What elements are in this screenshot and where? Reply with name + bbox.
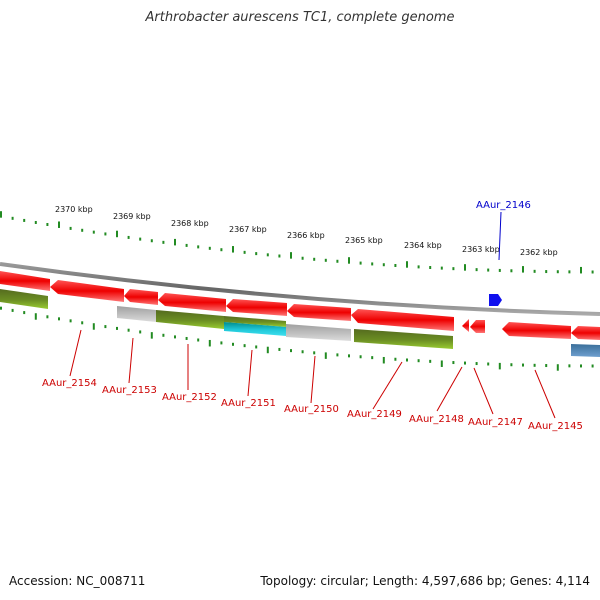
outer-scale-ticks xyxy=(0,211,594,274)
inner-scale-ticks xyxy=(0,306,594,371)
gene-aaur-2153-arrow[interactable] xyxy=(50,280,124,302)
scale-label: 2370 kbp xyxy=(55,205,93,214)
gene-label-aaur-2152[interactable]: AAur_2152 xyxy=(162,392,217,403)
leader-aaur-2150 xyxy=(310,355,316,404)
gene-aaur-2148-arrow[interactable] xyxy=(351,309,454,331)
scale-label: 2362 kbp xyxy=(520,248,558,257)
map-title: Arthrobacter aurescens TC1, complete gen… xyxy=(145,10,455,25)
gene-aaur-2149-arrow[interactable] xyxy=(287,304,351,321)
scale-label: 2369 kbp xyxy=(113,212,151,221)
feature-steel-2145[interactable] xyxy=(571,344,600,357)
gene-label-aaur-2146[interactable]: AAur_2146 xyxy=(476,200,531,211)
gene-label-aaur-2150[interactable]: AAur_2150 xyxy=(284,404,339,415)
scale-label: 2368 kbp xyxy=(171,219,209,228)
gene-label-aaur-2149[interactable]: AAur_2149 xyxy=(347,409,402,420)
gene-aaur-2154-arrow[interactable] xyxy=(0,271,50,291)
feature-grey-2153[interactable] xyxy=(117,306,156,322)
genome-summary-text: Topology: circular; Length: 4,597,686 bp… xyxy=(260,574,590,588)
feature-green-2152[interactable] xyxy=(156,310,224,329)
gene-aaur-2145-arrow[interactable] xyxy=(502,322,571,339)
gene-labels: AAur_2154 AAur_2153 AAur_2152 AAur_2151 … xyxy=(42,200,583,432)
scale-label: 2365 kbp xyxy=(345,236,383,245)
scale-label: 2363 kbp xyxy=(462,245,500,254)
scale-label: 2366 kbp xyxy=(287,231,325,240)
gene-aaur-2150-arrow[interactable] xyxy=(226,299,287,316)
gene-label-aaur-2145[interactable]: AAur_2145 xyxy=(528,421,583,432)
gene-label-aaur-2147[interactable]: AAur_2147 xyxy=(468,417,523,428)
scale-label: 2367 kbp xyxy=(229,225,267,234)
reverse-strand-genes xyxy=(0,271,600,340)
gene-aaur-2147b-arrow[interactable] xyxy=(470,320,485,333)
leader-aaur-2146 xyxy=(498,211,502,261)
feature-grey-2150[interactable] xyxy=(286,324,351,341)
gene-aaur-2146-arrow[interactable] xyxy=(489,294,502,306)
gene-label-aaur-2153[interactable]: AAur_2153 xyxy=(102,385,157,396)
leader-aaur-2147 xyxy=(473,367,494,415)
accession-text: Accession: NC_008711 xyxy=(9,574,146,588)
gene-next-arrow[interactable] xyxy=(571,326,600,340)
scale-label: 2364 kbp xyxy=(404,241,442,250)
leader-aaur-2149 xyxy=(372,361,403,410)
feature-band xyxy=(0,289,600,357)
gene-label-aaur-2148[interactable]: AAur_2148 xyxy=(409,414,464,425)
gene-aaur-2147a-arrow[interactable] xyxy=(462,319,469,332)
gene-label-aaur-2151[interactable]: AAur_2151 xyxy=(221,398,276,409)
gene-aaur-2152-arrow[interactable] xyxy=(124,289,158,305)
gene-aaur-2151-arrow[interactable] xyxy=(158,293,226,312)
feature-green-left[interactable] xyxy=(0,289,48,309)
feature-green-2149[interactable] xyxy=(354,329,453,349)
label-leader-lines xyxy=(69,211,556,419)
leader-aaur-2153 xyxy=(128,337,134,384)
leader-aaur-2145 xyxy=(534,369,556,419)
leader-aaur-2148 xyxy=(436,366,463,412)
leader-aaur-2154 xyxy=(69,329,82,377)
leader-aaur-2151 xyxy=(247,349,253,397)
genome-backbone xyxy=(0,262,600,316)
feature-cyan-2151[interactable] xyxy=(224,322,286,336)
feature-green-2151[interactable] xyxy=(224,316,286,327)
scale-labels: 2370 kbp 2369 kbp 2368 kbp 2367 kbp 2366… xyxy=(55,205,558,257)
gene-label-aaur-2154[interactable]: AAur_2154 xyxy=(42,378,97,389)
